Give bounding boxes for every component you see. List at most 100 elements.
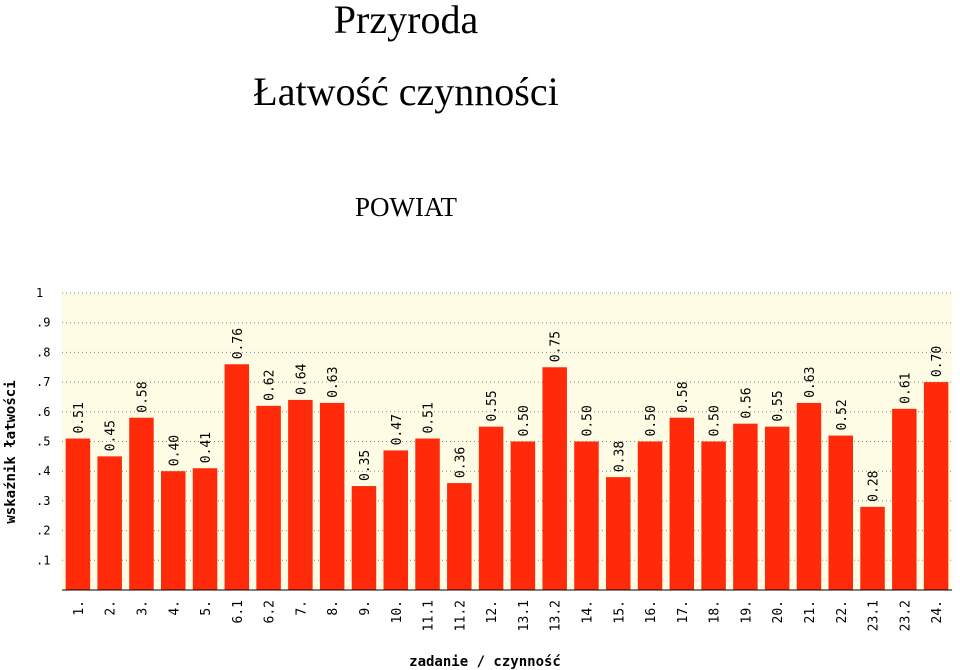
value-label: 0.61 bbox=[898, 373, 913, 404]
y-axis-ticks: 1 .9 .8 .7 .6 .5 .4 .3 .2 .1 bbox=[36, 286, 50, 567]
value-label: 0.45 bbox=[104, 420, 119, 451]
y-tick-label: .7 bbox=[36, 375, 50, 389]
x-tick-label: 23.1 bbox=[867, 600, 882, 631]
bar bbox=[701, 441, 726, 590]
y-tick-label: .1 bbox=[36, 553, 50, 567]
bar bbox=[256, 405, 281, 590]
x-tick-label: 18. bbox=[708, 600, 723, 623]
x-tick-label: 1. bbox=[72, 600, 87, 616]
x-tick-label: 19. bbox=[739, 600, 754, 623]
bar bbox=[828, 435, 853, 590]
x-tick-label: 8. bbox=[326, 600, 341, 616]
bar bbox=[923, 382, 949, 590]
x-tick-label: 5. bbox=[199, 600, 214, 616]
x-tick-label: 7. bbox=[294, 600, 309, 616]
bar bbox=[383, 450, 408, 590]
x-tick-label: 2. bbox=[104, 600, 119, 616]
page-subtitle: Łatwość czynności bbox=[253, 69, 559, 114]
y-tick-label: .3 bbox=[36, 494, 50, 508]
x-tick-label: 13.2 bbox=[549, 600, 564, 631]
bar bbox=[478, 426, 504, 590]
value-label: 0.63 bbox=[326, 367, 341, 398]
value-label: 0.64 bbox=[294, 363, 309, 394]
x-tick-label: 20. bbox=[771, 600, 786, 623]
x-tick-label: 6.1 bbox=[231, 600, 246, 623]
bar bbox=[860, 506, 885, 590]
x-tick-label: 23.2 bbox=[898, 600, 913, 631]
bar bbox=[65, 438, 91, 590]
x-tick-label: 22. bbox=[835, 600, 850, 623]
x-tick-label: 16. bbox=[644, 600, 659, 623]
y-tick-label: .9 bbox=[36, 316, 50, 330]
bar bbox=[637, 441, 663, 590]
bars bbox=[65, 364, 949, 590]
value-label: 0.70 bbox=[930, 346, 945, 377]
bar bbox=[669, 417, 695, 590]
x-tick-label: 14. bbox=[580, 600, 595, 623]
value-label: 0.75 bbox=[549, 331, 564, 362]
value-label: 0.41 bbox=[199, 432, 214, 463]
x-tick-label: 24. bbox=[930, 600, 945, 623]
x-axis-label: zadanie / czynność bbox=[409, 654, 561, 670]
value-label: 0.51 bbox=[422, 402, 437, 433]
x-tick-label: 11.1 bbox=[422, 600, 437, 631]
value-label: 0.55 bbox=[771, 390, 786, 421]
bar bbox=[288, 399, 313, 590]
value-label: 0.50 bbox=[644, 405, 659, 436]
x-tick-label: 6.2 bbox=[263, 600, 278, 623]
x-tick-label: 11.2 bbox=[453, 600, 468, 631]
bar bbox=[574, 441, 599, 590]
bar bbox=[892, 408, 917, 590]
bar bbox=[351, 486, 377, 590]
value-label: 0.50 bbox=[517, 405, 532, 436]
value-label: 0.55 bbox=[485, 390, 500, 421]
y-axis-label: wskaźnik łatwości bbox=[3, 380, 19, 523]
bar bbox=[764, 426, 790, 590]
x-tick-label: 9. bbox=[358, 600, 373, 616]
bar bbox=[733, 423, 758, 590]
bar bbox=[415, 438, 440, 590]
value-label: 0.38 bbox=[612, 441, 627, 472]
value-label: 0.76 bbox=[231, 328, 246, 359]
value-label: 0.58 bbox=[135, 381, 150, 412]
page-title: Przyroda bbox=[333, 0, 479, 42]
value-label: 0.28 bbox=[867, 471, 882, 502]
value-label: 0.36 bbox=[453, 447, 468, 478]
y-tick-label: .4 bbox=[36, 464, 50, 478]
y-tick-label: .2 bbox=[36, 524, 50, 538]
value-label: 0.56 bbox=[739, 387, 754, 418]
value-label: 0.50 bbox=[580, 405, 595, 436]
value-labels: 0.51 0.45 0.58 0.40 0.41 0.76 0.62 0.64 0.63 0.35… bbox=[72, 328, 945, 502]
x-axis-ticks: 1. 2. 3. 4. 5. 6.1 6.2 7. 8. 9. 10. 11.1 11.2 12. 13.1… bbox=[72, 600, 945, 631]
value-label: 0.50 bbox=[708, 405, 723, 436]
x-tick-label: 10. bbox=[390, 600, 405, 623]
bar bbox=[796, 402, 822, 590]
value-label: 0.62 bbox=[263, 370, 278, 401]
x-tick-label: 13.1 bbox=[517, 600, 532, 631]
bar bbox=[129, 417, 154, 590]
bar bbox=[319, 402, 345, 590]
x-tick-label: 3. bbox=[135, 600, 150, 616]
bar bbox=[606, 477, 631, 590]
bar bbox=[542, 367, 567, 590]
bar bbox=[447, 483, 472, 590]
x-tick-label: 12. bbox=[485, 600, 500, 623]
bar bbox=[97, 456, 122, 590]
bar bbox=[192, 468, 218, 590]
x-tick-label: 21. bbox=[803, 600, 818, 623]
x-tick-label: 4. bbox=[167, 600, 182, 616]
scope-label: POWIAT bbox=[355, 192, 457, 222]
y-tick-label: .5 bbox=[36, 435, 50, 449]
x-tick-label: 17. bbox=[676, 600, 691, 623]
y-tick-label: .8 bbox=[36, 345, 50, 359]
value-label: 0.63 bbox=[803, 367, 818, 398]
value-label: 0.51 bbox=[72, 402, 87, 433]
bar bbox=[224, 364, 250, 590]
bar bbox=[510, 441, 536, 590]
value-label: 0.58 bbox=[676, 381, 691, 412]
bar bbox=[161, 471, 186, 590]
value-label: 0.47 bbox=[390, 414, 405, 445]
value-label: 0.35 bbox=[358, 450, 373, 481]
value-label: 0.40 bbox=[167, 435, 182, 466]
